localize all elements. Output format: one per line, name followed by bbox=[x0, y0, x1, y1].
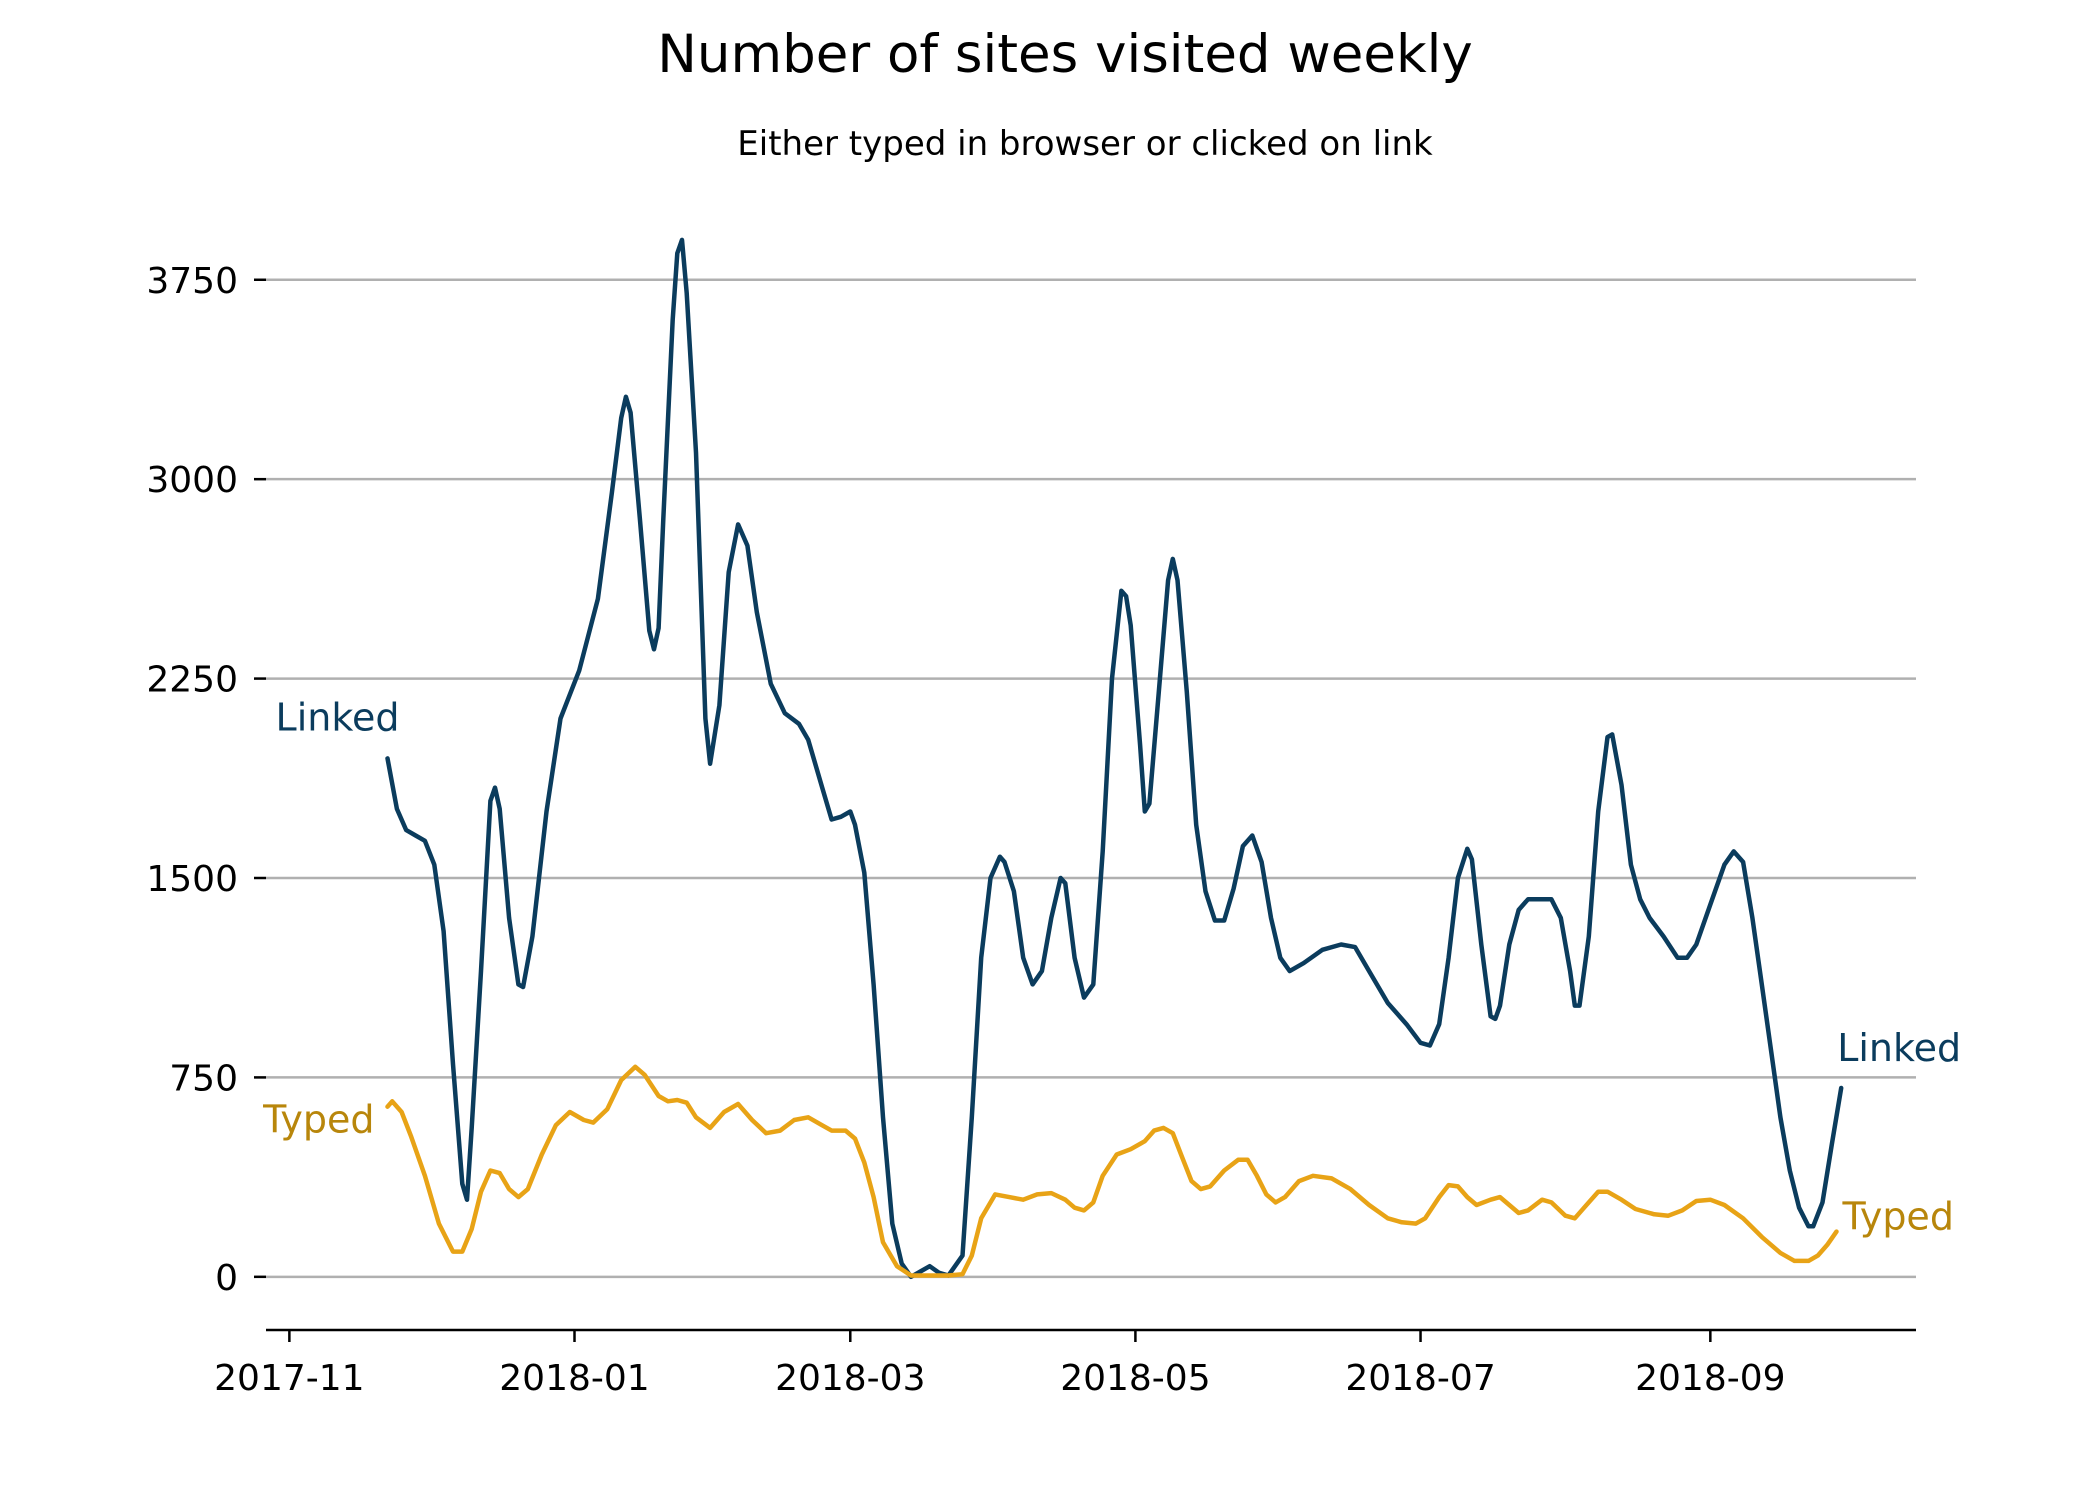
chart-subtitle: Either typed in browser or clicked on li… bbox=[737, 124, 1433, 164]
y-tick-label-3000: 3000 bbox=[146, 460, 238, 501]
series-label-end-typed: Typed bbox=[1842, 1195, 1954, 1239]
y-tick-label-750: 750 bbox=[169, 1058, 238, 1099]
x-tick-label-2018-09: 2018-09 bbox=[1635, 1358, 1785, 1399]
series-label-start-linked: Linked bbox=[276, 695, 400, 739]
series-line-typed bbox=[385, 1064, 1839, 1278]
y-tick-label-1500: 1500 bbox=[146, 859, 238, 900]
series bbox=[385, 237, 1844, 1280]
chart-title: Number of sites visited weekly bbox=[657, 24, 1473, 85]
series-label-end-linked: Linked bbox=[1837, 1026, 1961, 1070]
x-tick-label-2018-01: 2018-01 bbox=[499, 1358, 649, 1399]
x-tick-label-2017-11: 2017-11 bbox=[214, 1358, 364, 1399]
x-ticks: 2017-11 2018-01 2018-03 2018-05 2018-07 2018-… bbox=[214, 1330, 1786, 1399]
gridlines bbox=[266, 278, 1916, 1279]
y-tick-label-0: 0 bbox=[215, 1258, 238, 1299]
x-tick-label-2018-03: 2018-03 bbox=[775, 1358, 925, 1399]
series-label-start-typed: Typed bbox=[262, 1098, 374, 1142]
series-line-linked bbox=[385, 237, 1844, 1280]
y-tick-label-3750: 3750 bbox=[146, 261, 238, 302]
series-labels: Linked Linked Typed Typed bbox=[262, 695, 1961, 1238]
y-tick-label-2250: 2250 bbox=[146, 660, 238, 701]
x-tick-label-2018-05: 2018-05 bbox=[1060, 1358, 1210, 1399]
y-ticks: 0 750 1500 2250 3000 3750 bbox=[146, 261, 266, 1299]
x-tick-label-2018-07: 2018-07 bbox=[1345, 1358, 1495, 1399]
